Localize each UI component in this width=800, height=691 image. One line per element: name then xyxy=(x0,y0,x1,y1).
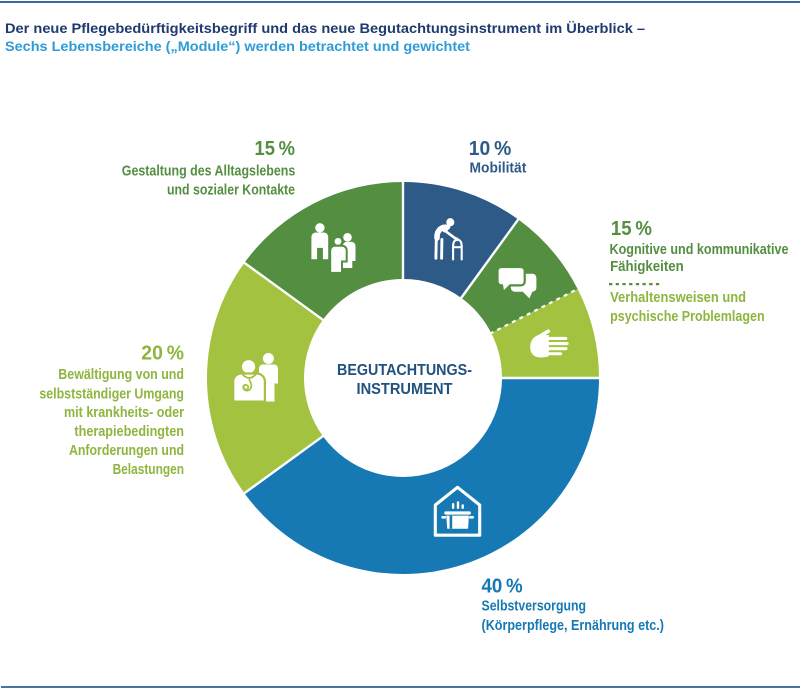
svg-text:10 %: 10 % xyxy=(469,137,512,160)
svg-text:Selbstversorgung: Selbstversorgung xyxy=(482,597,587,614)
svg-text:INSTRUMENT: INSTRUMENT xyxy=(357,381,454,398)
svg-text:Mobilität: Mobilität xyxy=(470,160,527,177)
svg-text:Fähigkeiten: Fähigkeiten xyxy=(610,258,684,275)
svg-text:selbstständiger Umgang: selbstständiger Umgang xyxy=(39,386,184,403)
svg-text:Belastungen: Belastungen xyxy=(113,461,184,478)
svg-text:Gestaltung des Alltagslebens: Gestaltung des Alltagslebens xyxy=(122,163,296,180)
svg-text:Sechs Lebensbereiche („Module“: Sechs Lebensbereiche („Module“) werden b… xyxy=(5,38,470,54)
svg-text:und sozialer Kontakte: und sozialer Kontakte xyxy=(167,182,295,199)
svg-text:15 %: 15 % xyxy=(611,217,652,240)
svg-text:Bewältigung von und: Bewältigung von und xyxy=(58,366,184,383)
svg-text:(Körperpflege, Ernährung etc.): (Körperpflege, Ernährung etc.) xyxy=(482,617,665,634)
svg-text:psychische Problemlagen: psychische Problemlagen xyxy=(610,308,765,325)
svg-text:therapiebedingten: therapiebedingten xyxy=(74,423,184,440)
svg-text:Anforderungen und: Anforderungen und xyxy=(69,442,184,459)
svg-text:mit krankheits- oder: mit krankheits- oder xyxy=(64,404,184,421)
svg-text:Der neue Pflegebedürftigkeitsb: Der neue Pflegebedürftigkeitsbegriff und… xyxy=(5,20,645,36)
svg-text:20 %: 20 % xyxy=(141,342,184,365)
svg-text:Kognitive und kommunikative: Kognitive und kommunikative xyxy=(610,241,789,258)
svg-text:BEGUTACHTUNGS-: BEGUTACHTUNGS- xyxy=(337,362,472,379)
svg-text:15 %: 15 % xyxy=(255,137,296,160)
svg-text:Verhaltensweisen und: Verhaltensweisen und xyxy=(610,289,746,306)
svg-text:40 %: 40 % xyxy=(482,575,523,598)
